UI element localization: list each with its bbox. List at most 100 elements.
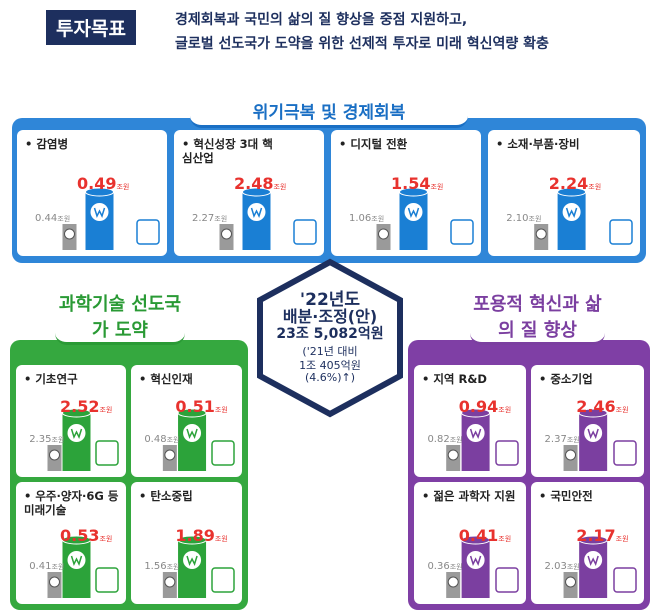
goal-line: 글로벌 선도국가 도약을 위한 선제적 투자로 미래 혁신역량 확충 [175,36,549,52]
unit: 조원 [166,563,180,571]
previous-number: 2.10 [506,213,529,224]
previous-value: 2.35조원 [29,427,64,446]
previous-number: 0.41 [29,561,52,572]
current-number: 2.48 [234,174,274,193]
item-card: • 국민안전 2.17조원 2.03조원 [531,482,644,604]
item-label: • 지역 R&D [422,372,487,386]
item-card: • 탄소중립 1.89조원 1.56조원 [131,482,242,604]
badge: 투자목표 [46,10,136,45]
previous-value: 0.48조원 [144,427,179,446]
previous-number: 2.03 [544,561,567,572]
current-number: 0.53 [60,526,100,545]
section-title: 포용적 혁신과 삶의 질 향상 [470,290,605,345]
cylinders [446,535,519,598]
section-title: 과학기술 선도국가 도약 [55,290,185,345]
item-label: • 국민안전 [539,489,593,503]
current-value: 2.24조원 [549,174,601,193]
item-card: • 혁신인재 0.51조원 0.48조원 [131,365,242,477]
item-label: • 우주·양자·6G 등 미래기술 [24,489,119,517]
current-value: 2.17조원 [576,526,628,545]
previous-value: 2.37조원 [545,427,580,446]
cylinders [162,408,235,471]
center-text: 1조 405억원 [299,359,361,372]
cylinders [563,535,637,598]
item-label: • 감염병 [25,137,69,151]
previous-value: 2.03조원 [545,554,580,573]
unit: 조원 [498,406,512,414]
unit: 조원 [166,436,180,444]
previous-value: 0.36조원 [427,554,462,573]
current-value: 0.41조원 [459,526,511,545]
unit: 조원 [116,183,130,191]
item-card: • 젊은 과학자 지원 0.41조원 0.36조원 [414,482,526,604]
current-number: 0.94 [458,397,499,416]
previous-value: 0.82조원 [427,427,462,446]
center-text: ('21년 대비 [302,345,358,358]
cylinders [376,187,474,250]
current-number: 1.89 [175,526,215,545]
item-card: • 소재·부품·장비 2.24조원 2.10조원 [488,130,640,256]
unit: 조원 [566,563,580,571]
previous-number: 0.82 [427,434,450,445]
center-hexagon [257,258,403,418]
current-value: 1.89조원 [175,526,227,545]
previous-value: 2.27조원 [192,206,227,225]
previous-number: 0.48 [144,434,167,445]
current-value: 2.46조원 [576,397,628,416]
unit: 조원 [528,215,542,223]
item-label: • 젊은 과학자 지원 [422,489,516,503]
unit: 조원 [57,215,71,223]
previous-value: 1.06조원 [349,206,384,225]
previous-number: 1.06 [349,213,372,224]
item-label: • 탄소중립 [139,489,193,503]
cylinders [47,408,119,471]
item-card: • 중소기업 2.46조원 2.37조원 [531,365,644,477]
cylinders [219,187,317,250]
center-text: 배분·조정(안) [282,307,378,326]
cylinders [446,408,519,471]
unit: 조원 [498,535,512,543]
unit: 조원 [615,406,629,414]
previous-number: 1.56 [144,561,167,572]
unit: 조원 [51,436,65,444]
unit: 조원 [99,535,113,543]
current-value: 2.52조원 [60,397,112,416]
unit: 조원 [273,183,287,191]
unit: 조원 [430,183,444,191]
item-label: • 디지털 전환 [339,137,408,151]
current-value: 0.94조원 [459,397,511,416]
previous-number: 2.35 [29,434,52,445]
section-title: 위기극복 및 경제회복 [190,96,468,128]
item-card: • 기초연구 2.52조원 2.35조원 [16,365,126,477]
previous-number: 2.37 [544,434,567,445]
previous-number: 0.44 [35,213,58,224]
unit: 조원 [99,406,113,414]
item-card: • 혁신성장 3대 핵심산업 2.48조원 2.27조원 [174,130,324,256]
current-value: 2.48조원 [234,174,286,193]
current-number: 2.46 [576,397,616,416]
current-value: 0.53조원 [60,526,112,545]
current-number: 2.52 [60,397,100,416]
goal-line: 경제회복과 국민의 삶의 질 향상을 중점 지원하고, [175,12,468,28]
center-text: (4.6%)↑) [304,371,356,384]
center-text: '22년도 [299,290,361,310]
item-label: • 혁신성장 3대 핵심산업 [182,137,273,165]
unit: 조원 [371,215,385,223]
item-card: • 감염병 0.49조원 0.44조원 [17,130,167,256]
current-value: 1.54조원 [391,174,443,193]
item-label: • 소재·부품·장비 [496,137,580,151]
current-number: 1.54 [391,174,431,193]
previous-number: 0.36 [427,561,450,572]
center-text: 23조 5,082억원 [276,326,384,342]
unit: 조원 [449,563,463,571]
item-card: • 우주·양자·6G 등 미래기술 0.53조원 0.41 조원 [16,482,126,604]
previous-value: 0.44조원 [35,206,70,225]
cylinders [62,187,160,250]
cylinders [162,535,235,598]
current-number: 0.41 [458,526,499,545]
item-label: • 혁신인재 [139,372,193,386]
item-card: • 디지털 전환 1.54조원 1.06조원 [331,130,481,256]
current-number: 2.17 [576,526,616,545]
item-label: • 중소기업 [539,372,593,386]
